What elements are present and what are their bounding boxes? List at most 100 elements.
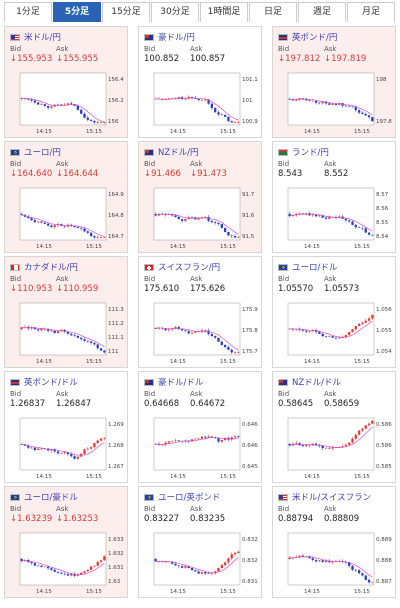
candle-body: [43, 104, 46, 106]
chart-area[interactable]: 198 197.8 14:15 15:15: [278, 69, 392, 135]
price-chart: 1.633 1.632 1.631 1.63 14:15 15:15: [19, 532, 124, 595]
currency-card[interactable]: ユーロ/円 Bid Ask ↓164.640 ↓164.644 164.9 164.8 164…: [4, 141, 128, 253]
quote-labels: Bid Ask: [278, 275, 370, 283]
currency-card[interactable]: NZドル/円 Bid Ask ↓91.466 ↓91.473 91.7 91.6 91.5 14…: [138, 141, 262, 253]
ask-value: ↓164.644: [56, 169, 99, 179]
currency-pair-link[interactable]: 豪ドル/ドル: [158, 378, 204, 388]
currency-card[interactable]: ランド/円 Bid Ask 8.543 8.552 8.57 8.56 8.55 8.54 14:…: [272, 141, 396, 253]
currency-card[interactable]: 豪ドル/円 Bid Ask 100.852 100.857 101.1 101 100.9 14…: [138, 26, 262, 138]
candle-body: [233, 436, 237, 438]
chart-area[interactable]: 175.9 175.8 175.7 14:15 15:15: [144, 299, 258, 365]
bid-label: Bid: [278, 390, 290, 398]
candle-body: [207, 330, 210, 334]
currency-pair-link[interactable]: 英ポンド/ドル: [24, 378, 78, 388]
currency-pair-link[interactable]: カナダドル/円: [24, 263, 78, 273]
y-tick-label: 1.268: [108, 443, 124, 449]
candle-body: [70, 573, 73, 576]
currency-pair-link[interactable]: ユーロ/円: [24, 148, 61, 158]
candle-body: [295, 443, 298, 444]
y-tick-label: 101: [242, 98, 253, 104]
candle-body: [357, 227, 361, 228]
candle-body: [237, 122, 240, 123]
chart-area[interactable]: 111.3 111.2 111.1 111 14:15 15:15: [10, 299, 124, 365]
y-tick-label: 8.55: [376, 220, 389, 226]
currency-card[interactable]: スイスフラン/円 Bid Ask 175.610 175.626 175.9 175.8 17…: [138, 256, 262, 368]
currency-card[interactable]: 英ポンド/ドル Bid Ask 1.26837 1.26847 1.269 1.268 1.2…: [4, 371, 128, 483]
tab-2[interactable]: 15分足: [102, 2, 150, 22]
currency-card[interactable]: 英ポンド/円 Bid Ask ↓197.812 ↓197.819 198 197.8 14:1…: [272, 26, 396, 138]
quote-labels: Bid Ask: [278, 45, 370, 53]
card-header: NZドル/円: [144, 146, 199, 158]
candle-body: [220, 223, 223, 228]
ask-value: 0.58659: [324, 399, 360, 409]
candle-body: [334, 337, 338, 339]
candle-body: [103, 437, 106, 439]
tab-1[interactable]: 5分足: [53, 2, 101, 22]
candle-body: [171, 441, 174, 442]
currency-pair-link[interactable]: ユーロ/豪ドル: [24, 493, 78, 503]
currency-card[interactable]: 米ドル/スイスフラン Bid Ask 0.88794 0.88809 0.889 0.888…: [272, 486, 396, 598]
x-tick-label: 15:15: [86, 244, 102, 250]
candle-body: [60, 453, 63, 454]
currency-card[interactable]: ユーロ/ドル Bid Ask 1.05570 1.05573 1.056 1.055 1.05…: [272, 256, 396, 368]
currency-pair-link[interactable]: スイスフラン/円: [158, 263, 221, 273]
chart-area[interactable]: 0.8325 0.832 0.8315 14:15 15:15: [144, 529, 258, 595]
chart-area[interactable]: 91.7 91.6 91.5 14:15 15:15: [144, 184, 258, 250]
tab-5[interactable]: 日足: [249, 2, 297, 22]
currency-card[interactable]: ユーロ/英ポンドBidAsk0.832270.832350.83250.8320…: [138, 486, 262, 598]
currency-pair-link[interactable]: 豪ドル/円: [158, 33, 195, 43]
chart-area[interactable]: 0.889 0.888 0.887 14:15 15:15: [278, 529, 392, 595]
candle-body: [371, 582, 374, 583]
currency-pair-link[interactable]: NZドル/ドル: [292, 378, 342, 388]
candle-body: [70, 333, 73, 336]
chart-area[interactable]: 0.6465 0.646 0.6455 14:15 15:15: [144, 414, 258, 480]
currency-pair-link[interactable]: ユーロ/ドル: [292, 263, 338, 273]
currency-pair-link[interactable]: ランド/円: [292, 148, 329, 158]
x-tick-label: 14:15: [170, 474, 186, 480]
tab-3[interactable]: 30分足: [151, 2, 199, 22]
chart-area[interactable]: 1.269 1.268 1.267 14:15 15:15: [10, 414, 124, 480]
currency-card[interactable]: 豪ドル/ドルBidAsk0.646680.646720.64650.6460.6…: [138, 371, 262, 483]
bid-value: 175.610: [144, 284, 180, 294]
chart-area[interactable]: 164.9 164.8 164.7 14:15 15:15: [10, 184, 124, 250]
y-tick-label: 197.8: [376, 119, 392, 125]
currency-pair-link[interactable]: ユーロ/英ポンド: [158, 493, 221, 503]
bid-value: ↓164.640: [10, 169, 53, 179]
candle-body: [217, 222, 220, 224]
currency-pair-link[interactable]: NZドル/円: [158, 148, 199, 158]
candle-body: [154, 559, 157, 562]
tab-4[interactable]: 1時間足: [200, 2, 248, 22]
currency-pair-link[interactable]: 英ポンド/円: [292, 33, 338, 43]
tab-0[interactable]: 1分足: [4, 2, 52, 22]
tab-7[interactable]: 月足: [347, 2, 395, 22]
candle-body: [197, 438, 200, 440]
y-tick-label: 91.7: [242, 192, 255, 198]
candle-body: [46, 329, 50, 331]
chart-area[interactable]: 1.056 1.055 1.054 14:15 15:15: [278, 299, 392, 365]
currency-card[interactable]: NZドル/ドルBidAsk0.586450.586590.58650.5860.…: [272, 371, 396, 483]
quote-labels: Bid Ask: [144, 505, 236, 513]
currency-card[interactable]: カナダドル/円 Bid Ask ↓110.953 ↓110.959 111.3 111.2 1…: [4, 256, 128, 368]
candle-body: [40, 221, 43, 223]
currency-card[interactable]: 米ドル/円 Bid Ask ↓155.953 ↓155.955 156.4 156.2 156…: [4, 26, 128, 138]
candle-body: [73, 335, 76, 336]
currency-card[interactable]: ユーロ/豪ドル Bid Ask ↓1.63239 ↓1.63253 1.633 1.632 1…: [4, 486, 128, 598]
candle-body: [200, 330, 204, 332]
chart-area[interactable]: 8.57 8.56 8.55 8.54 14:15 15:15: [278, 184, 392, 250]
chart-area[interactable]: 156.4 156.2 156 14:15 15:15: [10, 69, 124, 135]
candle-body: [233, 122, 237, 123]
chart-area[interactable]: 1.633 1.632 1.631 1.63 14:15 15:15: [10, 529, 124, 595]
candle-body: [210, 103, 214, 109]
tab-6[interactable]: 週足: [298, 2, 346, 22]
bid-label: Bid: [144, 275, 156, 283]
currency-pair-link[interactable]: 米ドル/円: [24, 33, 61, 43]
x-tick-label: 14:15: [36, 474, 52, 480]
candle-body: [351, 438, 354, 443]
chart-area[interactable]: 0.5865 0.586 0.5855 14:15 15:15: [278, 414, 392, 480]
candle-body: [46, 448, 50, 451]
candle-body: [46, 105, 50, 108]
currency-pair-link[interactable]: 米ドル/スイスフラン: [292, 493, 372, 503]
chart-area[interactable]: 101.1 101 100.9 14:15 15:15: [144, 69, 258, 135]
candle-body: [167, 441, 171, 443]
price-chart: 198 197.8 14:15 15:15: [287, 72, 392, 135]
